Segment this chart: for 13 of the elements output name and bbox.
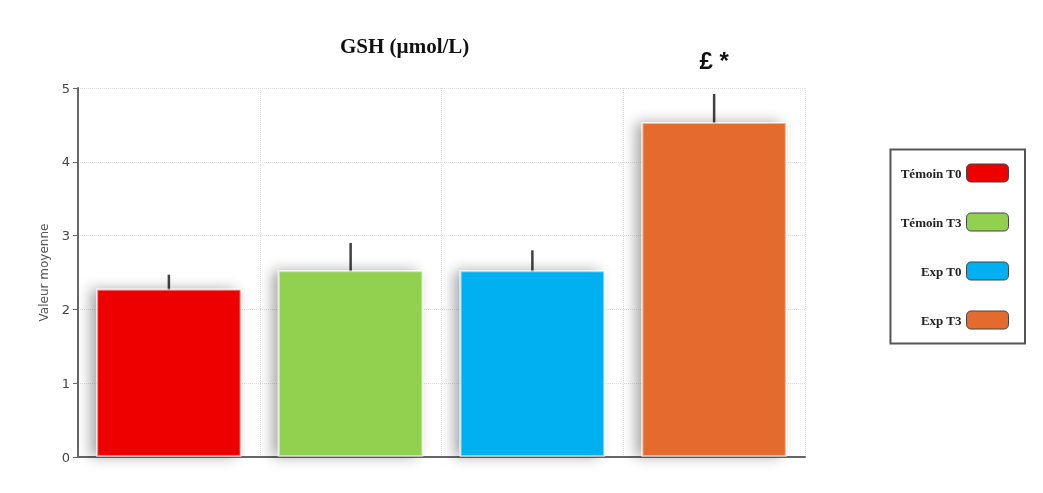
legend-label: Exp T3 [920, 312, 962, 328]
text: £ * [699, 46, 730, 74]
y-axis-title: Valeur moyenne [37, 223, 51, 322]
legend-label: Exp T0 [920, 263, 962, 279]
chart-title: GSH (µmol/L) [340, 33, 470, 58]
y-tick-label: 5 [61, 80, 70, 96]
legend-label: Témoin T0 [900, 165, 962, 181]
y-tick-label: 4 [61, 154, 70, 170]
y-tick-label: 3 [61, 228, 70, 244]
y-tick-label: 1 [61, 375, 70, 391]
y-tick-label: 0 [61, 449, 70, 465]
y-tick-label: 2 [61, 301, 70, 317]
legend-label: Témoin T3 [900, 214, 962, 230]
